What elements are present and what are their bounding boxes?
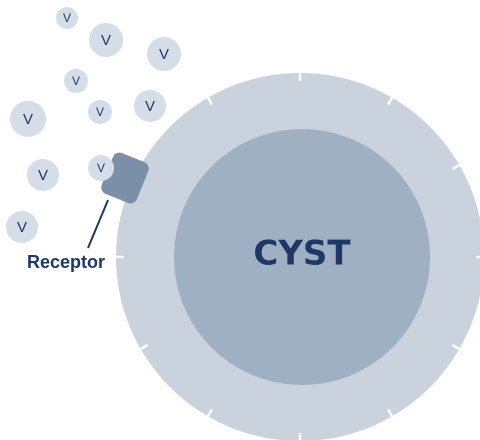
- receptor-label: Receptor: [27, 252, 105, 272]
- virus-label: V: [23, 111, 33, 128]
- diagram: CYST Receptor V V V V V V V V V V: [0, 0, 480, 440]
- virus-label: V: [145, 98, 155, 115]
- virus-label: V: [101, 32, 111, 49]
- virus-label: V: [38, 167, 48, 184]
- virus-label: V: [159, 46, 169, 63]
- receptor-pointer: [88, 200, 108, 248]
- virus-label: V: [72, 74, 80, 88]
- virus-label: V: [17, 219, 27, 236]
- cyst-label: CYST: [253, 234, 351, 274]
- virus-label: V: [97, 161, 105, 175]
- virus-label: V: [96, 105, 104, 119]
- virus-label: V: [63, 11, 71, 25]
